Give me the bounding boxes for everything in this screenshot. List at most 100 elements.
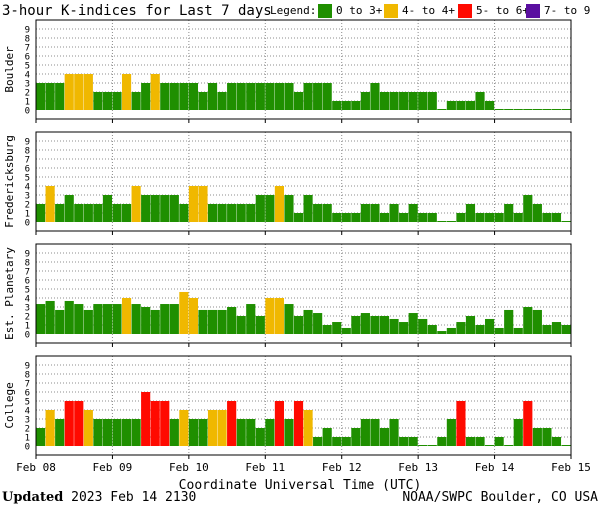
- bar: [121, 74, 132, 110]
- bar: [485, 445, 495, 446]
- bar: [379, 316, 390, 334]
- bar: [255, 195, 265, 222]
- bar: [160, 401, 170, 446]
- bar: [494, 327, 504, 334]
- bar: [141, 83, 151, 110]
- bar: [399, 322, 409, 334]
- bar: [83, 74, 93, 110]
- bar: [121, 419, 132, 446]
- bar: [217, 204, 227, 222]
- bar: [102, 195, 113, 222]
- bar: [341, 213, 351, 222]
- bar: [542, 213, 552, 222]
- y-tick-label: 8: [25, 35, 30, 45]
- panel-frame: [35, 355, 572, 456]
- bar: [83, 309, 93, 334]
- bar: [198, 419, 208, 446]
- bar: [551, 213, 562, 222]
- bar: [179, 291, 189, 334]
- bar: [456, 322, 466, 334]
- bar: [293, 92, 304, 110]
- bar: [74, 204, 84, 222]
- bar: [303, 195, 313, 222]
- bar: [45, 186, 55, 222]
- bar: [475, 437, 485, 446]
- bar: [408, 204, 418, 222]
- y-tick-label: 3: [25, 80, 30, 90]
- y-tick-label: 7: [25, 268, 30, 278]
- bar: [561, 109, 571, 110]
- bar: [322, 325, 332, 334]
- bar: [150, 195, 160, 222]
- bar: [379, 213, 390, 222]
- bar: [523, 109, 533, 110]
- y-tick-label: 2: [25, 89, 30, 99]
- y-tick-label: 6: [25, 53, 30, 63]
- y-tick-label: 0: [25, 331, 30, 341]
- y-tick-label: 4: [25, 71, 30, 81]
- bar: [418, 92, 428, 110]
- bar: [45, 300, 55, 334]
- bar: [475, 213, 485, 222]
- bar: [322, 428, 332, 446]
- bar: [45, 410, 55, 446]
- bar: [532, 309, 542, 334]
- bar: [64, 300, 74, 334]
- bar: [523, 401, 533, 446]
- bar: [360, 313, 370, 334]
- y-tick-label: 1: [25, 434, 30, 444]
- bar: [207, 83, 218, 110]
- x-tick-label: Feb 13: [398, 461, 438, 474]
- y-tick-label: 0: [25, 219, 30, 229]
- updated-value: 2023 Feb 14 2130: [71, 490, 197, 505]
- bar: [102, 419, 113, 446]
- bar: [513, 419, 523, 446]
- legend-text-active: 4- to 4+: [402, 4, 455, 17]
- bar: [332, 101, 342, 110]
- bar: [313, 204, 323, 222]
- bar: [74, 304, 84, 334]
- bar: [446, 101, 456, 110]
- bar: [150, 401, 160, 446]
- bar: [265, 195, 275, 222]
- bar: [169, 419, 179, 446]
- bar: [274, 186, 284, 222]
- bar: [36, 304, 46, 334]
- bar: [494, 437, 504, 446]
- bar: [112, 204, 122, 222]
- bar: [408, 92, 418, 110]
- panel-label-1: Fredericksburg: [3, 135, 16, 228]
- bar: [293, 401, 304, 446]
- bar: [485, 318, 495, 334]
- bar: [456, 101, 466, 110]
- updated-label: Updated: [2, 490, 64, 505]
- bar: [437, 221, 447, 222]
- bar: [45, 83, 55, 110]
- y-tick-label: 5: [25, 286, 30, 296]
- bar: [437, 109, 447, 110]
- bar: [265, 419, 275, 446]
- y-tick-label: 3: [25, 304, 30, 314]
- bar: [198, 92, 208, 110]
- panel-frame: [35, 19, 572, 120]
- bar: [274, 83, 284, 110]
- panel-label-2: Est. Planetary: [3, 247, 16, 340]
- bar: [169, 195, 179, 222]
- bar: [523, 195, 533, 222]
- bar: [179, 204, 189, 222]
- y-tick-label: 2: [25, 313, 30, 323]
- bar: [475, 92, 485, 110]
- bar: [207, 204, 218, 222]
- bar: [446, 419, 456, 446]
- bar: [446, 327, 456, 334]
- x-tick-label: Feb 14: [475, 461, 515, 474]
- y-tick-label: 0: [25, 443, 30, 453]
- bar: [379, 92, 390, 110]
- bar: [322, 83, 332, 110]
- bar: [284, 83, 294, 110]
- bar: [427, 445, 437, 446]
- bar: [131, 186, 141, 222]
- legend-swatch-active: [384, 4, 398, 18]
